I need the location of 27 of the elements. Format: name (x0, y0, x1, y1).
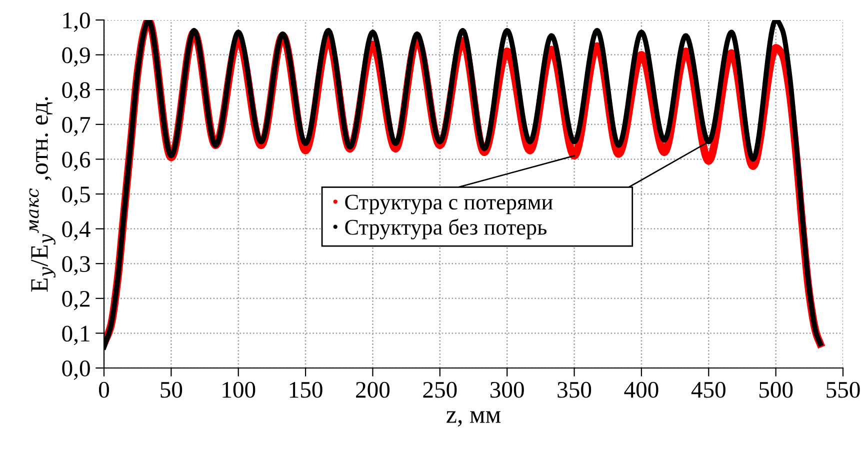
legend-label: Структура с потерями (345, 194, 553, 214)
legend-label: Структура без потерь (345, 218, 547, 240)
x-tick-label: 200 (356, 382, 390, 398)
y-tick-label: 0,7 (62, 116, 90, 136)
y-tick-label: 0,6 (62, 152, 90, 172)
x-tick-label: 550 (826, 382, 860, 398)
x-tick-label: 400 (624, 382, 658, 398)
x-tick-label: 250 (423, 382, 457, 398)
y-tick-label: 0,8 (62, 82, 90, 102)
x-tick-label: 300 (490, 382, 524, 398)
y-axis-title: E$_{y}$/E$_{y}$$^{макс}$ ,отн. ед. (29, 97, 56, 292)
x-tick-label: 450 (691, 382, 726, 398)
y-tick-label: 0,1 (62, 326, 90, 346)
y-tick-label: 1,0 (63, 12, 90, 32)
y-tick-label: 0,9 (62, 47, 90, 67)
x-tick-label: 50 (160, 382, 182, 398)
x-tick-label: 0 (98, 382, 110, 398)
x-tick-label: 150 (290, 382, 322, 398)
x-tick-label: 350 (558, 382, 592, 398)
y-tick-label: 0,3 (62, 256, 90, 276)
y-tick-label: 0,4 (62, 221, 90, 241)
y-tick-label: 0,0 (62, 360, 90, 380)
y-tick-label: 0,5 (62, 186, 90, 206)
x-tick-label: 100 (222, 382, 256, 398)
x-tick-label: 500 (759, 382, 793, 398)
y-tick-label: 0,2 (62, 290, 90, 310)
x-axis-title: z, мм (446, 411, 501, 427)
